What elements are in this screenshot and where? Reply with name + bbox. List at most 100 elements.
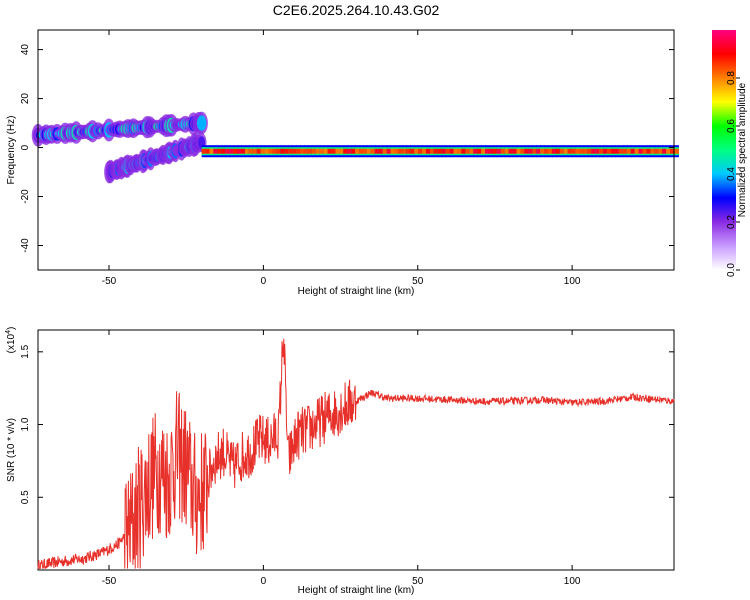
colorbar-label: Normalized spectral amplitude (737, 82, 748, 217)
heatmap-cell (575, 148, 581, 154)
heatmap-cell (296, 148, 302, 154)
heatmap-cell (642, 148, 648, 154)
heatmap-cell (465, 148, 471, 154)
heatmap-cell (555, 148, 561, 154)
spectrogram-panel: -50 0 50 100 -40 -20 0 20 40 Height of straight… (6, 29, 679, 297)
heatmap-cell (473, 148, 479, 154)
heatmap-cell (496, 148, 502, 154)
heatmap-cell (237, 148, 242, 154)
snr-multiplier-exp: 4 (5, 330, 12, 334)
colorbar: 0.0 0.2 0.4 0.6 0.8 Normalized spectral ampl… (712, 30, 748, 277)
colorbar-tick-label: 0.2 (726, 215, 737, 229)
heatmap-cell (196, 115, 207, 131)
snr-line (37, 338, 675, 570)
colorbar-tick-label: 0.4 (726, 167, 737, 181)
figure-title: C2E6.2025.264.10.43.G02 (273, 2, 440, 18)
heatmap-cell (599, 148, 605, 154)
heatmap-cell (437, 148, 443, 154)
x-tick-label: 100 (564, 276, 581, 287)
heatmap-cell (248, 148, 254, 154)
heatmap-cell (366, 148, 372, 154)
heatmap-cell (595, 148, 601, 154)
spectrogram-x-label: Height of straight line (km) (298, 286, 415, 297)
snr-x-ticks: -50 0 50 100 (102, 330, 581, 587)
heatmap-cell (674, 148, 679, 154)
heatmap-cell (469, 148, 475, 154)
heatmap-cell (670, 148, 675, 154)
colorbar-tick-label: 0.0 (726, 263, 737, 277)
heatmap-cell (327, 148, 333, 154)
heatmap-cell (650, 148, 656, 154)
heatmap-cell (658, 148, 664, 154)
heatmap-cell (579, 148, 585, 154)
x-tick-label: 100 (564, 576, 581, 587)
x-tick-label: -50 (102, 576, 117, 587)
heatmap-cell (217, 148, 223, 154)
heatmap-cell (209, 148, 215, 154)
snr-multiplier-close: ) (6, 327, 17, 330)
heatmap-cell (666, 148, 672, 154)
heatmap-cell (414, 148, 420, 154)
heatmap-cell (264, 148, 270, 154)
heatmap-cell (386, 148, 392, 154)
heatmap-cell (363, 148, 368, 154)
x-tick-label: 0 (261, 576, 267, 587)
heatmap-cell (229, 148, 235, 154)
snr-multiplier: (x104) (5, 327, 17, 354)
heatmap-cell (587, 148, 593, 154)
heatmap-cell (319, 148, 325, 154)
heatmap-cell (276, 148, 282, 154)
heatmap-cell (607, 148, 613, 154)
heatmap-cell (603, 148, 609, 154)
snr-panel: -50 0 50 100 0.5 1.0 1.5 Height of straight l… (5, 327, 675, 596)
heatmap-cell (626, 148, 632, 154)
heatmap-cell (374, 148, 380, 154)
heatmap-cell (256, 148, 262, 154)
heatmap-cell (390, 148, 396, 154)
snr-multiplier-base: (x10 (6, 333, 17, 353)
heatmap-feature (104, 133, 207, 184)
heatmap-cell (618, 148, 624, 154)
heatmap-cell (485, 148, 490, 154)
heatmap-cell (520, 148, 526, 154)
y-tick-label: 0 (20, 144, 31, 150)
heatmap-cell (536, 148, 542, 154)
heatmap-cell (311, 148, 317, 154)
heatmap-cell (343, 148, 349, 154)
heatmap-cell (481, 148, 487, 154)
heatmap-cell (284, 148, 290, 154)
heatmap-cell (461, 148, 467, 154)
heatmap-cell (406, 148, 412, 154)
heatmap-cell (571, 148, 577, 154)
heatmap-cell (307, 148, 313, 154)
heatmap-cell (422, 148, 428, 154)
heatmap-cell (252, 148, 258, 154)
heatmap-cell (638, 148, 644, 154)
heatmap-cell (429, 148, 435, 154)
heatmap-cell (221, 148, 227, 154)
heatmap-cell (359, 148, 365, 154)
heatmap-cell (339, 148, 345, 154)
spectrogram-x-ticks: -50 0 50 100 (102, 30, 581, 287)
y-tick-label: -40 (20, 238, 31, 253)
snr-y-ticks: 0.5 1.0 1.5 (20, 344, 674, 504)
heatmap-cell (622, 148, 628, 154)
x-tick-label: 50 (412, 576, 424, 587)
heatmap-cell (548, 148, 553, 154)
heatmap-cell (492, 148, 498, 154)
heatmap-cell (614, 148, 620, 154)
y-tick-label: -20 (20, 189, 31, 204)
heatmap-cell (418, 148, 424, 154)
heatmap-cell (567, 148, 573, 154)
x-tick-label: -50 (102, 276, 117, 287)
heatmap-cell (398, 148, 404, 154)
heatmap-cell (402, 148, 408, 154)
heatmap-cell (544, 148, 550, 154)
heatmap-cell (300, 148, 305, 154)
heatmap-cell (382, 148, 388, 154)
x-tick-label: 50 (412, 276, 424, 287)
heatmap-cell (583, 148, 589, 154)
heatmap-cell (240, 148, 246, 154)
heatmap-cell (646, 148, 652, 154)
